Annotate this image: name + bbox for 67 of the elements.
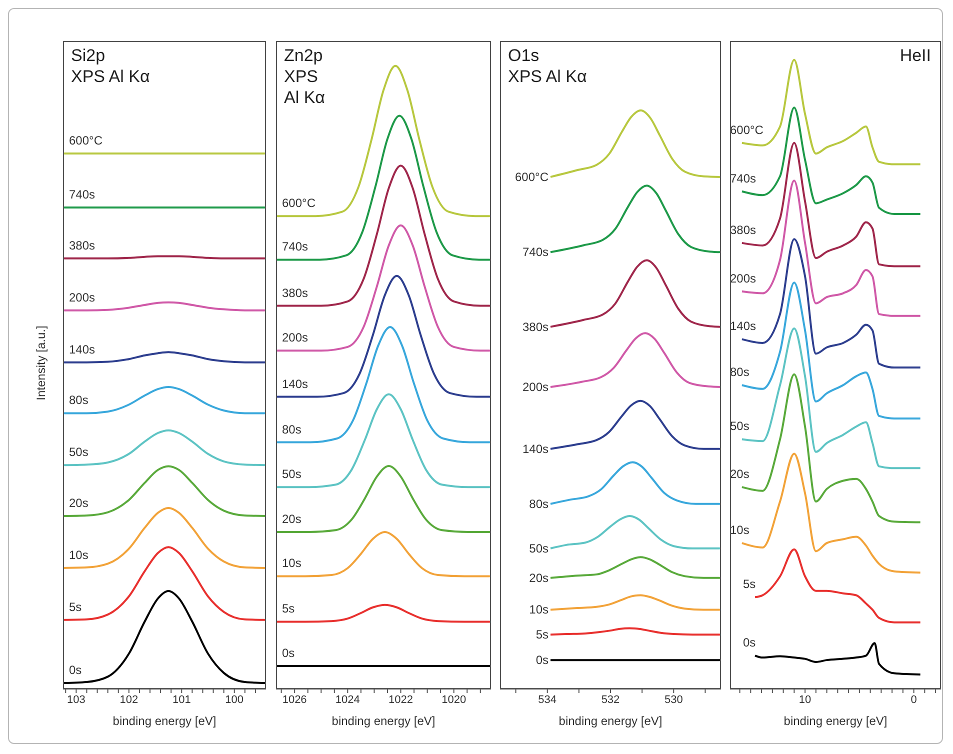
figure-frame: Si2p XPS Al Kα Intensity [a.u.] 103 102 101 100 binding energy [eV] 600°C 740s 380s 200s 140s 80s 50s 20s 10s 5s 0s Zn2p XPS Al Kα 1026 1024 1022 1020 binding energy [eV] 600°C 740s 380s 200s 140s 80s 50s 20s 10s 5s 0s O1s XPS Al Kα 534 532 530 binding energy [eV] 600°C 740s 380s 200s 140s 80s 50s 20s 10s 5s 0s HeII 10 0 binding energy [eV] 600°C 740s 380s 200s 140s 80s 50s 20s 10s 5s 0s bbox=[8, 8, 943, 744]
series-label: 50s bbox=[730, 419, 750, 434]
series-label: 200s bbox=[522, 380, 549, 394]
x-tick-label: 1022 bbox=[388, 694, 413, 706]
x-tick-label: 102 bbox=[120, 694, 138, 706]
series-label: 50s bbox=[282, 467, 302, 482]
series-label: 10s bbox=[529, 602, 549, 617]
series-label: 0s bbox=[69, 663, 82, 678]
series-label: 380s bbox=[730, 222, 756, 237]
series-label: 80s bbox=[730, 365, 750, 380]
series-label: 5s bbox=[69, 600, 82, 614]
x-axis-title: binding energy [eV] bbox=[112, 714, 216, 728]
series-label: 10s bbox=[282, 556, 302, 570]
chart-title: HeII bbox=[898, 45, 931, 66]
series-label: 20s bbox=[69, 496, 88, 510]
series-label: 600°C bbox=[282, 196, 316, 210]
series-label: 740s bbox=[69, 188, 96, 202]
x-axis-title: binding energy [eV] bbox=[558, 714, 662, 728]
series-label: 600°C bbox=[69, 133, 103, 148]
series-label: 0s bbox=[282, 646, 295, 660]
series-label: 600°C bbox=[515, 170, 549, 184]
x-tick-label: 101 bbox=[172, 694, 191, 706]
chart-title: Si2p XPS Al Kα bbox=[71, 45, 151, 87]
series-label: 740s bbox=[522, 245, 549, 260]
series-label: 50s bbox=[69, 445, 88, 460]
series-label: 140s bbox=[730, 319, 756, 334]
y-axis-title: Intensity [a.u.] bbox=[34, 324, 48, 402]
series-label: 50s bbox=[529, 541, 549, 556]
x-tick-label: 103 bbox=[67, 694, 86, 706]
series-label: 600°C bbox=[730, 122, 764, 137]
series-label: 0s bbox=[743, 636, 756, 650]
series-label: 80s bbox=[529, 496, 549, 511]
series-label: 140s bbox=[282, 376, 308, 391]
series-label: 740s bbox=[730, 171, 756, 186]
series-label: 140s bbox=[69, 342, 96, 356]
x-tick-label: 0 bbox=[910, 694, 917, 706]
x-axis-title: binding energy [eV] bbox=[332, 714, 436, 728]
x-tick-label: 1024 bbox=[335, 694, 360, 706]
x-tick-label: 10 bbox=[798, 694, 812, 706]
series-label: 20s bbox=[730, 467, 750, 482]
x-axis-title: binding energy [eV] bbox=[784, 714, 888, 728]
series-label: 5s bbox=[282, 602, 295, 616]
series-label: 10s bbox=[69, 548, 88, 562]
series-label: 380s bbox=[522, 320, 549, 334]
series-label: 5s bbox=[743, 577, 756, 592]
series-label: 5s bbox=[536, 628, 549, 642]
chart-title: O1s XPS Al Kα bbox=[508, 45, 588, 87]
series-label: 200s bbox=[69, 290, 96, 304]
series-label: 20s bbox=[282, 512, 302, 526]
x-tick-label: 532 bbox=[601, 694, 620, 706]
x-tick-label: 530 bbox=[664, 694, 683, 706]
series-label: 10s bbox=[730, 523, 750, 538]
series-label: 80s bbox=[282, 422, 302, 436]
series-label: 20s bbox=[529, 570, 549, 585]
x-tick-label: 534 bbox=[538, 694, 557, 706]
series-label: 200s bbox=[730, 271, 756, 286]
x-tick-label: 1026 bbox=[282, 694, 307, 706]
series-label: 380s bbox=[282, 286, 308, 300]
series-label: 140s bbox=[522, 442, 549, 456]
series-label: 200s bbox=[282, 330, 308, 345]
series-label: 380s bbox=[69, 238, 96, 252]
series-label: 740s bbox=[282, 240, 308, 254]
chart-title: Zn2p XPS Al Kα bbox=[284, 45, 326, 108]
series-label: 0s bbox=[536, 653, 549, 668]
series-label: 80s bbox=[69, 393, 88, 408]
x-tick-label: 100 bbox=[225, 694, 244, 706]
x-tick-label: 1020 bbox=[442, 694, 466, 706]
